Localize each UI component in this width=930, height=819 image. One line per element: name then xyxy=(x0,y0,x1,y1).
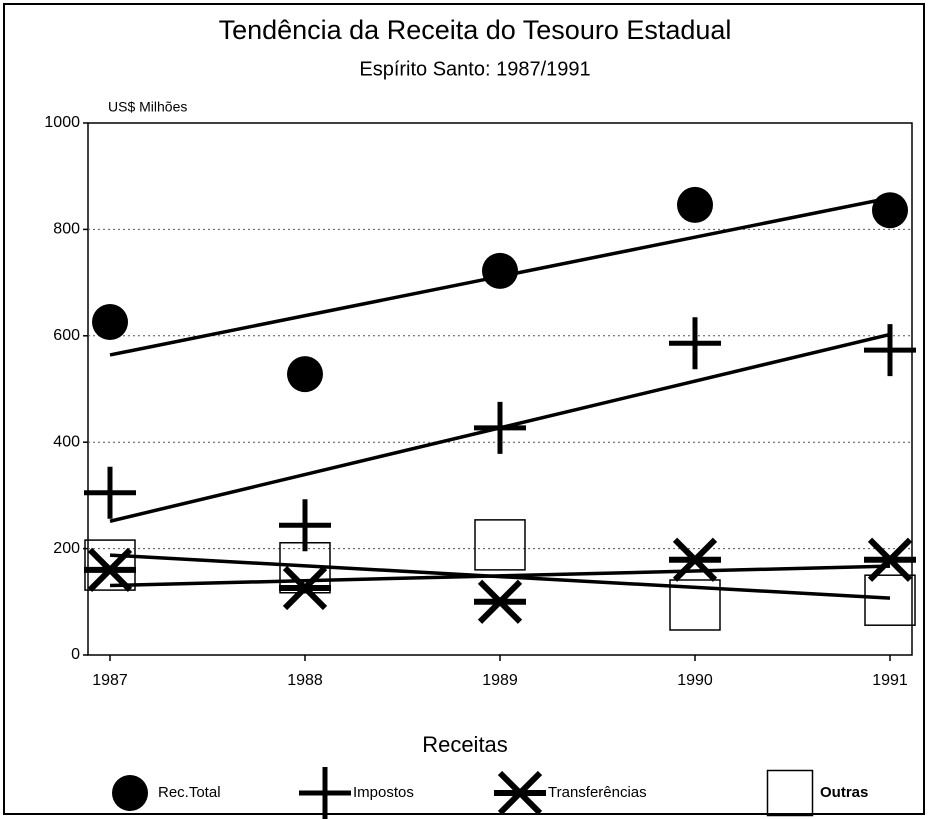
circle-marker xyxy=(92,303,128,340)
circle-marker xyxy=(677,186,713,223)
marker xyxy=(279,542,331,594)
star-d2 xyxy=(282,565,328,611)
marker xyxy=(766,769,814,817)
marker xyxy=(494,770,546,816)
y-tick-label: 200 xyxy=(53,540,80,557)
marker xyxy=(287,356,323,393)
marker xyxy=(864,574,916,626)
marker xyxy=(677,186,713,223)
star-d2 xyxy=(497,770,543,816)
marker xyxy=(872,192,908,229)
marker xyxy=(299,767,351,819)
marker xyxy=(474,579,526,624)
marker xyxy=(84,466,136,519)
square-marker xyxy=(474,519,526,571)
x-tick-label: 1989 xyxy=(482,672,518,689)
y-tick-label: 400 xyxy=(53,433,80,450)
square-marker xyxy=(864,574,916,626)
marker xyxy=(474,519,526,571)
marker xyxy=(474,401,526,454)
marker xyxy=(92,303,128,340)
x-tick-label: 1988 xyxy=(287,672,323,689)
marker xyxy=(669,579,721,631)
circle-marker xyxy=(287,356,323,393)
marker xyxy=(279,565,331,611)
square-marker xyxy=(766,769,814,817)
x-tick-label: 1987 xyxy=(92,672,128,689)
circle-marker xyxy=(872,192,908,229)
square-marker xyxy=(669,579,721,631)
y-axis-label: US$ Milhões xyxy=(108,99,187,115)
trend-line xyxy=(109,553,891,600)
y-tick-label: 0 xyxy=(71,646,80,663)
marker xyxy=(84,539,136,591)
star-d2 xyxy=(477,579,523,624)
legend-label: Transferências xyxy=(548,784,647,801)
marker xyxy=(669,317,721,370)
frame xyxy=(3,3,925,815)
x-tick-label: 1990 xyxy=(677,672,713,689)
circle-marker xyxy=(112,775,148,811)
square-marker xyxy=(84,539,136,591)
star-d2 xyxy=(672,537,718,582)
marker xyxy=(669,537,721,582)
y-tick-label: 1000 xyxy=(44,114,80,131)
marker xyxy=(482,252,518,289)
square-marker xyxy=(279,542,331,594)
chart-subtitle: Espírito Santo: 1987/1991 xyxy=(359,58,590,80)
y-tick-label: 600 xyxy=(53,327,80,344)
legend-title: Receitas xyxy=(422,732,508,757)
marker xyxy=(864,324,916,377)
y-tick-label: 800 xyxy=(53,221,80,238)
legend-label: Outras xyxy=(820,784,868,801)
star-d2 xyxy=(867,537,913,582)
legend-label: Impostos xyxy=(353,784,414,801)
marker xyxy=(112,775,148,811)
circle-marker xyxy=(482,252,518,289)
marker xyxy=(864,537,916,582)
chart-title: Tendência da Receita do Tesouro Estadual xyxy=(219,15,732,45)
x-tick-label: 1991 xyxy=(872,672,908,689)
legend-label: Rec.Total xyxy=(158,784,221,801)
